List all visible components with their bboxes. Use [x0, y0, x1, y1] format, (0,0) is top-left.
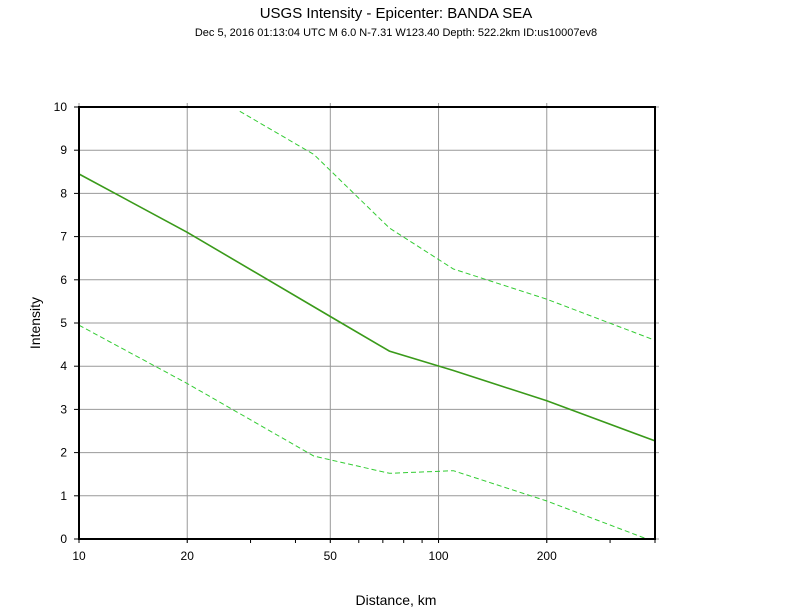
x-tick-label: 100 [429, 549, 449, 563]
x-tick-label: 20 [181, 549, 195, 563]
y-tick-label: 9 [60, 143, 67, 157]
y-tick-label: 0 [60, 532, 67, 546]
y-tick-label: 8 [60, 186, 67, 200]
y-axis-label: Intensity [27, 297, 43, 349]
x-tick-label: 10 [72, 549, 86, 563]
y-tick-label: 6 [60, 273, 67, 287]
x-tick-label: 200 [537, 549, 557, 563]
chart-title: USGS Intensity - Epicenter: BANDA SEA [260, 5, 533, 22]
ticks: 0 1 2 3 4 5 6 7 8 9 10 10 20 50 100 200 [54, 100, 656, 563]
plot-frame [78, 106, 656, 540]
y-tick-label: 2 [60, 446, 67, 460]
y-tick-label: 5 [60, 316, 67, 330]
intensity-line [78, 173, 656, 442]
intensity-bound-line [239, 110, 656, 341]
series-group [78, 110, 656, 540]
x-axis-label: Distance, km [356, 592, 437, 608]
y-tick-label: 7 [60, 230, 67, 244]
y-tick-label: 10 [54, 100, 68, 114]
x-tick-label: 50 [324, 549, 338, 563]
grid [78, 103, 659, 543]
y-tick-label: 4 [60, 359, 67, 373]
intensity-bound-line [78, 324, 648, 540]
chart-subtitle: Dec 5, 2016 01:13:04 UTC M 6.0 N-7.31 W1… [195, 27, 597, 39]
y-tick-label: 3 [60, 402, 67, 416]
y-tick-label: 1 [60, 489, 67, 503]
